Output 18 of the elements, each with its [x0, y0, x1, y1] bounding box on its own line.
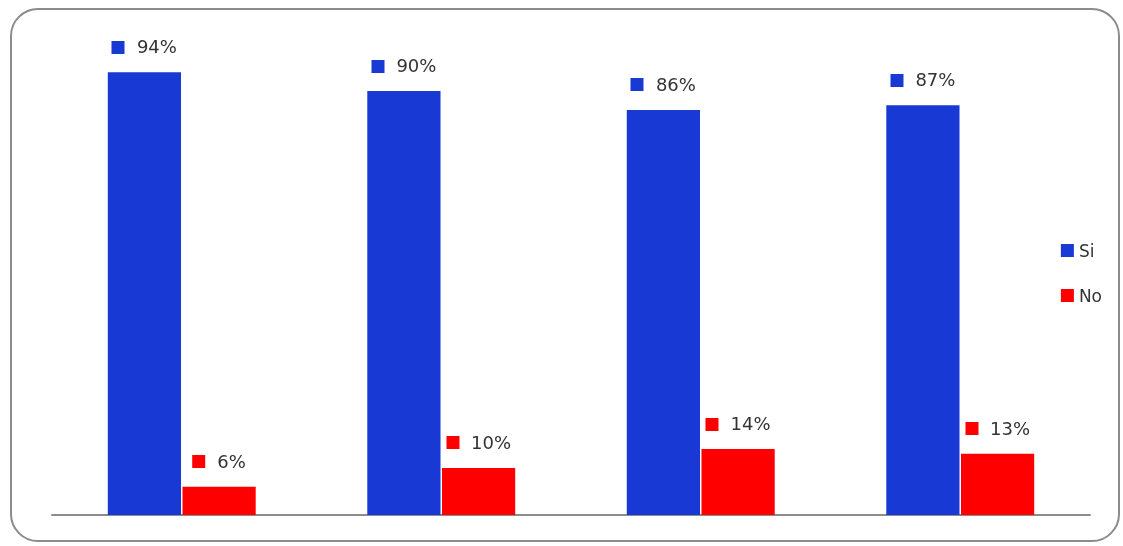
- bar: [701, 449, 775, 515]
- bar: [107, 72, 182, 515]
- bar: [960, 453, 1035, 515]
- bar: [367, 91, 441, 515]
- legend-label: Si: [1078, 240, 1095, 261]
- data-label: 87%: [915, 69, 956, 92]
- bar: [886, 105, 960, 515]
- data-label: 6%: [217, 450, 246, 473]
- bar: [182, 486, 256, 515]
- data-label: 90%: [396, 55, 437, 78]
- data-label: 14%: [730, 413, 771, 436]
- bar: [626, 109, 701, 515]
- data-label: 10%: [471, 431, 512, 454]
- data-label: 13%: [990, 417, 1031, 440]
- data-label: 86%: [655, 73, 696, 96]
- legend-label: No: [1078, 285, 1103, 306]
- data-label: 94%: [136, 36, 177, 59]
- bar: [441, 467, 516, 515]
